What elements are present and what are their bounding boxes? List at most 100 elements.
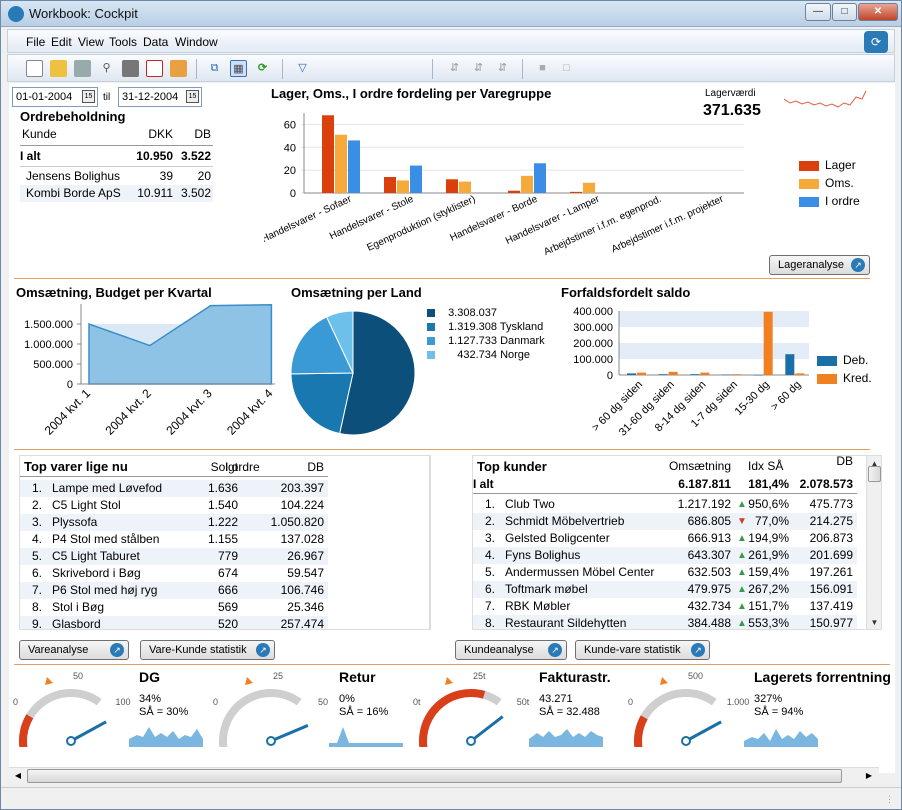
kundeanalyse-button[interactable]: Kundeanalyse ↗ <box>455 640 567 660</box>
filter-icon[interactable]: ▽ <box>298 62 307 74</box>
scroll-right-icon[interactable]: ▶ <box>865 771 873 780</box>
scroll-thumb[interactable] <box>27 769 842 783</box>
row-rank: 7. <box>484 599 495 613</box>
menu-data[interactable]: Data <box>143 35 169 49</box>
export-icon[interactable] <box>122 60 139 77</box>
table-row[interactable]: 1. Lampe med Løvefod 1.636 203.397 <box>20 480 328 497</box>
grid-view-icon[interactable]: ▦ <box>230 60 247 77</box>
to-date-field[interactable]: 31-12-2004 15 <box>118 87 202 107</box>
table-row[interactable]: 1. Club Two 1.217.192 ▲ 950,6% 475.773 <box>473 496 857 513</box>
kunde-vare-statistik-button[interactable]: Kunde-vare statistik ↗ <box>575 640 710 660</box>
gauge-sa-value: SÅ = 16% <box>339 706 389 718</box>
row-rank: 2. <box>484 514 495 528</box>
row-oms: 384.488 <box>687 616 731 630</box>
sort-descending-icon[interactable]: ⇵ <box>473 62 484 74</box>
print-preview-icon[interactable]: ⚲ <box>102 62 111 74</box>
table-row[interactable]: Kombi Borde ApS 10.911 3.502 <box>20 185 213 202</box>
sort-ascending-icon[interactable]: ⇵ <box>449 62 460 74</box>
new-document-icon[interactable] <box>26 60 43 77</box>
menu-window[interactable]: Window <box>175 35 218 49</box>
vareanalyse-button[interactable]: Vareanalyse ↗ <box>19 640 129 660</box>
menu-view[interactable]: View <box>78 35 104 49</box>
bar <box>690 374 700 375</box>
row-db: 59.547 <box>287 566 324 580</box>
table-row[interactable]: 8. Restaurant Sildehytten 384.488 ▲ 553,3% 15… <box>473 615 857 630</box>
open-folder-icon[interactable] <box>50 60 67 77</box>
table-row[interactable]: 7. RBK Møbler 432.734 ▲ 151,7% 137.419 <box>473 598 857 615</box>
top-kunder-total-row[interactable]: I alt 6.187.811 181,4% 2.078.573 <box>473 476 857 493</box>
minimize-button[interactable]: — <box>805 3 831 21</box>
table-row[interactable]: Jensens Bolighus 39 20 <box>20 168 213 185</box>
menu-file[interactable]: File <box>26 35 46 49</box>
scroll-down-icon[interactable]: ▼ <box>870 618 879 627</box>
row-rank: 1. <box>31 481 42 495</box>
row-db: 201.699 <box>809 548 853 562</box>
row-idx: 194,9% <box>748 531 789 545</box>
row-idx: 151,7% <box>748 599 789 613</box>
close-button[interactable]: ✕ <box>858 3 898 21</box>
row-idx: 77,0% <box>754 514 789 528</box>
gauge-arc <box>634 715 648 747</box>
sort-custom-icon[interactable]: ⇵ <box>497 62 508 74</box>
legend-swatch <box>799 196 819 207</box>
trend-up-icon: ▲ <box>737 567 747 578</box>
gauge-panel: 0 50 100 DG 34% SÅ = 30% <box>9 669 219 749</box>
unpin-icon[interactable]: □ <box>563 62 570 74</box>
row-solgt: 674 <box>217 566 238 580</box>
product-name: Skrivebord i Bøg <box>52 566 141 580</box>
product-name: Lampe med Løvefod <box>52 481 163 495</box>
print-icon[interactable] <box>74 60 91 77</box>
customer-name: Club Two <box>505 497 555 511</box>
table-row[interactable]: 9. Glasbord 520 257.474 <box>20 616 328 629</box>
pin-icon[interactable]: ■ <box>539 62 546 74</box>
gauge-arc <box>419 689 486 747</box>
table-row[interactable]: 6. Skrivebord i Bøg 674 59.547 <box>20 565 328 582</box>
table-row[interactable]: 7. P6 Stol med høj ryg 666 106.746 <box>20 582 328 599</box>
top-kunder-scrollbar[interactable]: ▲ ▼ <box>866 456 881 629</box>
maximize-button[interactable]: □ <box>832 3 857 21</box>
menu-tools[interactable]: Tools <box>109 35 138 49</box>
table-row[interactable]: 6. Toftmark møbel 479.975 ▲ 267,2% 156.091 <box>473 581 857 598</box>
horizontal-scrollbar[interactable]: ◀ ▶ <box>9 767 879 784</box>
table-row[interactable]: 8. Stol i Bøg 569 25.346 <box>20 599 328 616</box>
legend-swatch <box>799 178 819 189</box>
table-row[interactable]: 3. Gelsted Boligcenter 666.913 ▲ 194,9% 206.8… <box>473 530 857 547</box>
table-row[interactable]: 4. P4 Stol med stålben 1.155 137.028 <box>20 531 328 548</box>
section-divider <box>14 278 870 279</box>
app-icon <box>8 6 24 22</box>
row-rank: 6. <box>484 582 495 596</box>
scroll-up-icon[interactable]: ▲ <box>870 459 879 468</box>
gauge-panel: 0t 25t 50t Fakturastr. 43.271 SÅ = 32.488 <box>409 669 619 749</box>
scroll-left-icon[interactable]: ◀ <box>14 771 22 780</box>
gauge-min-label: 0 <box>213 697 218 707</box>
toolbar: ⚲ ⧉ ▦ ⟳ ▽ ⇵ ⇵ ⇵ ■ □ <box>7 54 895 82</box>
gauge-marker <box>660 677 668 685</box>
row-idx: 159,4% <box>748 565 789 579</box>
calendar-icon[interactable]: 15 <box>186 90 199 103</box>
copy-icon[interactable]: ⧉ <box>210 62 219 74</box>
scroll-up-icon[interactable]: ▲ <box>430 456 431 471</box>
from-date-field[interactable]: 01-01-2004 15 <box>12 87 98 107</box>
table-row[interactable]: 5. C5 Light Taburet 779 26.967 <box>20 548 328 565</box>
table-row[interactable]: 5. Andermussen Möbel Center 632.503 ▲ 159,4%… <box>473 564 857 581</box>
calendar-icon[interactable]: 15 <box>82 90 95 103</box>
top-varer-scrollbar[interactable]: ▲ ▼ <box>429 456 431 630</box>
x-tick-label: 2004 kvt. 4 <box>224 386 276 438</box>
vare-kunde-statistik-button[interactable]: Vare-Kunde statistik ↗ <box>140 640 275 660</box>
pdf-icon[interactable] <box>146 60 163 77</box>
email-icon[interactable] <box>170 60 187 77</box>
resize-grip-icon[interactable]: ⋮ <box>885 794 894 804</box>
table-row[interactable]: 2. Schmidt Möbelvertrieb 686.805 ▼ 77,0% 214.… <box>473 513 857 530</box>
lageranalyse-button[interactable]: Lageranalyse ↗ <box>769 255 870 275</box>
ordrebeholdning-total-row[interactable]: I alt 10.950 3.522 <box>20 148 213 165</box>
scroll-down-icon[interactable]: ▼ <box>430 615 431 630</box>
menu-edit[interactable]: Edit <box>51 35 72 49</box>
table-row[interactable]: 2. C5 Light Stol 1.540 104.224 <box>20 497 328 514</box>
row-solgt: 1.636 <box>207 481 238 495</box>
scroll-thumb[interactable] <box>868 466 881 482</box>
table-row[interactable]: 3. Plyssofa 1.222 1.050.820 <box>20 514 328 531</box>
table-row[interactable]: 4. Fyns Bolighus 643.307 ▲ 261,9% 201.699 <box>473 547 857 564</box>
y-tick-label: 0 <box>607 370 613 382</box>
gauge-arc <box>19 689 102 747</box>
refresh-icon[interactable]: ⟳ <box>257 62 268 74</box>
